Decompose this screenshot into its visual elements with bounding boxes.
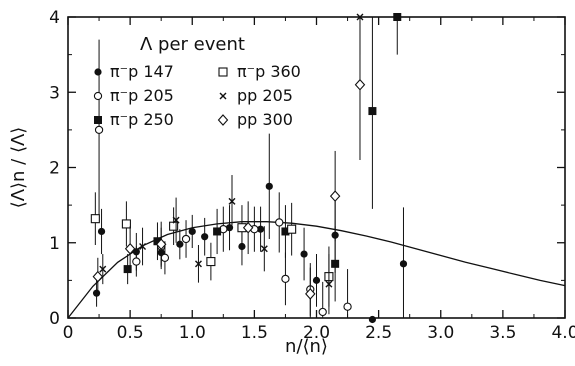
data-point xyxy=(121,219,131,229)
data-point xyxy=(132,257,141,266)
data-point xyxy=(399,260,408,268)
data-point xyxy=(206,257,216,267)
legend-label: pp 205 xyxy=(237,86,293,105)
legend-label: π⁻p 360 xyxy=(237,62,301,81)
data-point xyxy=(228,197,236,205)
data-point xyxy=(188,227,196,236)
data-point xyxy=(139,243,147,251)
cross-stroke xyxy=(260,245,268,253)
y-axis-title: ⟨Λ⟩n / ⟨Λ⟩ xyxy=(8,127,29,209)
data-point xyxy=(287,224,297,234)
data-point xyxy=(256,225,265,233)
cross-stroke xyxy=(139,243,147,251)
data-point xyxy=(393,13,402,21)
data-point xyxy=(312,276,321,284)
data-point xyxy=(329,190,341,202)
legend-label: π⁻p 250 xyxy=(110,110,174,129)
x-tick-label: 4.0 xyxy=(551,323,575,343)
cross-stroke xyxy=(99,265,107,273)
series-4 xyxy=(99,13,364,315)
x-tick-label: 3.0 xyxy=(427,323,454,343)
data-point xyxy=(124,242,136,255)
y-tick-label: 4 xyxy=(49,8,60,28)
legend-marker xyxy=(219,92,227,100)
data-point xyxy=(213,227,222,236)
cross-stroke xyxy=(325,280,333,288)
x-tick-label: 1.5 xyxy=(241,323,268,343)
data-point xyxy=(354,78,366,91)
series-5 xyxy=(92,17,366,318)
legend-marker xyxy=(94,68,102,76)
data-point xyxy=(194,260,202,268)
y-tick-label: 3 xyxy=(49,83,60,103)
y-tick-label: 0 xyxy=(49,309,60,329)
data-point xyxy=(225,224,234,232)
y-tick-label: 2 xyxy=(49,159,60,179)
data-point xyxy=(281,274,290,284)
fit-curve-group xyxy=(67,221,566,319)
x-tick-label: 1.0 xyxy=(179,323,206,343)
legend-title: Λ per event xyxy=(140,34,245,55)
data-point xyxy=(123,265,132,274)
cross-stroke xyxy=(228,197,236,205)
series-1 xyxy=(94,39,352,318)
axes: 0 0.5 1.0 1.5 2.0 2.5 3.0 3.5 4.0 0 1 2 3 4 n/⟨n⟩ ⟨Λ⟩n … xyxy=(8,8,575,357)
data-point xyxy=(92,270,104,283)
data-point xyxy=(242,221,254,234)
data-point xyxy=(305,288,316,300)
data-points xyxy=(90,13,408,324)
data-point xyxy=(331,259,340,268)
legend-label: π⁻p 205 xyxy=(110,86,174,105)
data-point xyxy=(92,289,101,297)
legend-label: π⁻p 147 xyxy=(110,62,174,81)
data-point xyxy=(343,302,352,311)
data-point xyxy=(265,182,273,190)
data-point xyxy=(300,250,308,258)
x-tick-label: 0.5 xyxy=(117,323,144,343)
legend: Λ per event π⁻p 147 π⁻p 360 π⁻p 205 pp 205 π⁻… xyxy=(93,34,301,129)
legend-marker xyxy=(94,116,102,124)
x-tick-label: 2.5 xyxy=(365,323,392,343)
data-point xyxy=(153,237,162,246)
data-point xyxy=(318,307,327,317)
data-point xyxy=(90,214,100,224)
data-point xyxy=(94,125,104,135)
data-point xyxy=(172,216,180,224)
data-point xyxy=(275,218,284,227)
data-point xyxy=(281,227,290,236)
fit-curve xyxy=(67,221,566,319)
x-tick-label: 2.0 xyxy=(303,323,330,343)
series-0 xyxy=(92,133,408,324)
data-point xyxy=(176,240,184,248)
data-point xyxy=(201,233,209,241)
data-point xyxy=(155,238,167,251)
y-tick-label: 1 xyxy=(49,234,60,254)
data-point xyxy=(160,253,170,262)
cross-stroke xyxy=(219,92,227,100)
x-tick-label: 0 xyxy=(63,323,74,343)
cross-stroke xyxy=(172,216,180,224)
data-point xyxy=(325,280,333,288)
data-point xyxy=(97,227,106,236)
data-point xyxy=(368,315,377,324)
legend-marker xyxy=(217,114,229,126)
legend-marker xyxy=(218,67,228,77)
series-2 xyxy=(123,13,402,302)
cross-stroke xyxy=(194,260,202,268)
legend-marker xyxy=(93,91,103,101)
legend-label: pp 300 xyxy=(237,110,293,129)
x-tick-label: 3.5 xyxy=(489,323,516,343)
data-point xyxy=(368,107,377,116)
data-point xyxy=(260,245,268,253)
x-axis-title: n/⟨n⟩ xyxy=(285,336,328,357)
data-point xyxy=(181,234,191,244)
data-point xyxy=(99,265,107,273)
